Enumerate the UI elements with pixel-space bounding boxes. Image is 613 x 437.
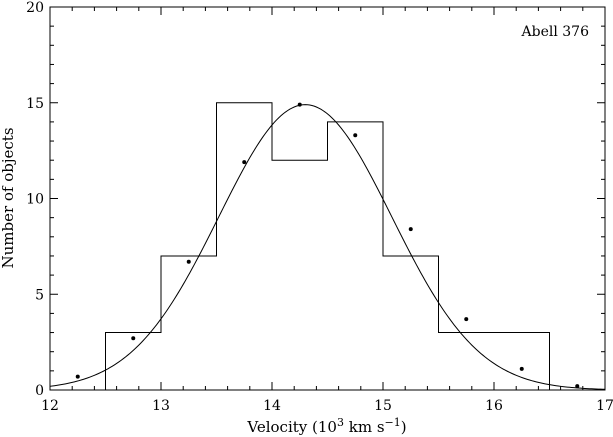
y-tick-label: 10 bbox=[26, 192, 44, 208]
x-axis-tick-labels: 12 13 14 15 16 17 bbox=[41, 398, 613, 414]
y-tick-label: 5 bbox=[35, 287, 44, 303]
x-tick-label: 17 bbox=[596, 398, 613, 414]
fit-points bbox=[75, 102, 580, 389]
x-tick-label: 12 bbox=[41, 398, 59, 414]
y-tick-label: 0 bbox=[35, 383, 44, 399]
fit-point bbox=[519, 366, 524, 371]
fit-point bbox=[186, 259, 191, 264]
y-tick-label: 15 bbox=[26, 96, 44, 112]
fit-point bbox=[297, 102, 302, 107]
fit-point bbox=[575, 384, 580, 389]
gaussian-fit-curve bbox=[49, 104, 606, 390]
fit-point bbox=[353, 133, 358, 138]
x-axis-label: Velocity (103 km s−1) bbox=[246, 416, 406, 436]
y-tick-label: 20 bbox=[26, 0, 44, 16]
x-tick-label: 13 bbox=[152, 398, 170, 414]
x-axis-ticks bbox=[49, 7, 606, 390]
fit-point bbox=[242, 160, 247, 165]
chart-annotation: Abell 376 bbox=[521, 24, 590, 40]
y-axis-label: Number of objects bbox=[0, 127, 17, 268]
x-tick-label: 15 bbox=[374, 398, 392, 414]
y-axis-tick-labels: 0 5 10 15 20 bbox=[26, 0, 44, 399]
histogram-outline bbox=[105, 102, 550, 390]
x-tick-label: 14 bbox=[263, 398, 281, 414]
y-axis-ticks bbox=[50, 6, 605, 391]
fit-point bbox=[75, 374, 80, 379]
fit-point bbox=[131, 336, 136, 341]
fit-point bbox=[464, 317, 469, 322]
x-tick-label: 16 bbox=[485, 398, 503, 414]
fit-point bbox=[408, 227, 413, 232]
